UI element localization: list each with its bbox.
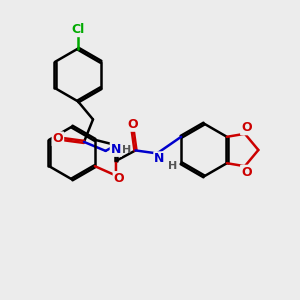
Text: O: O xyxy=(52,132,63,146)
Text: O: O xyxy=(241,166,252,179)
Text: O: O xyxy=(127,118,138,131)
Text: O: O xyxy=(241,121,252,134)
Text: H: H xyxy=(168,161,177,171)
Text: N: N xyxy=(154,152,165,165)
Text: Cl: Cl xyxy=(71,23,85,36)
Text: O: O xyxy=(114,172,124,185)
Text: H: H xyxy=(122,145,131,155)
Text: N: N xyxy=(111,143,121,156)
